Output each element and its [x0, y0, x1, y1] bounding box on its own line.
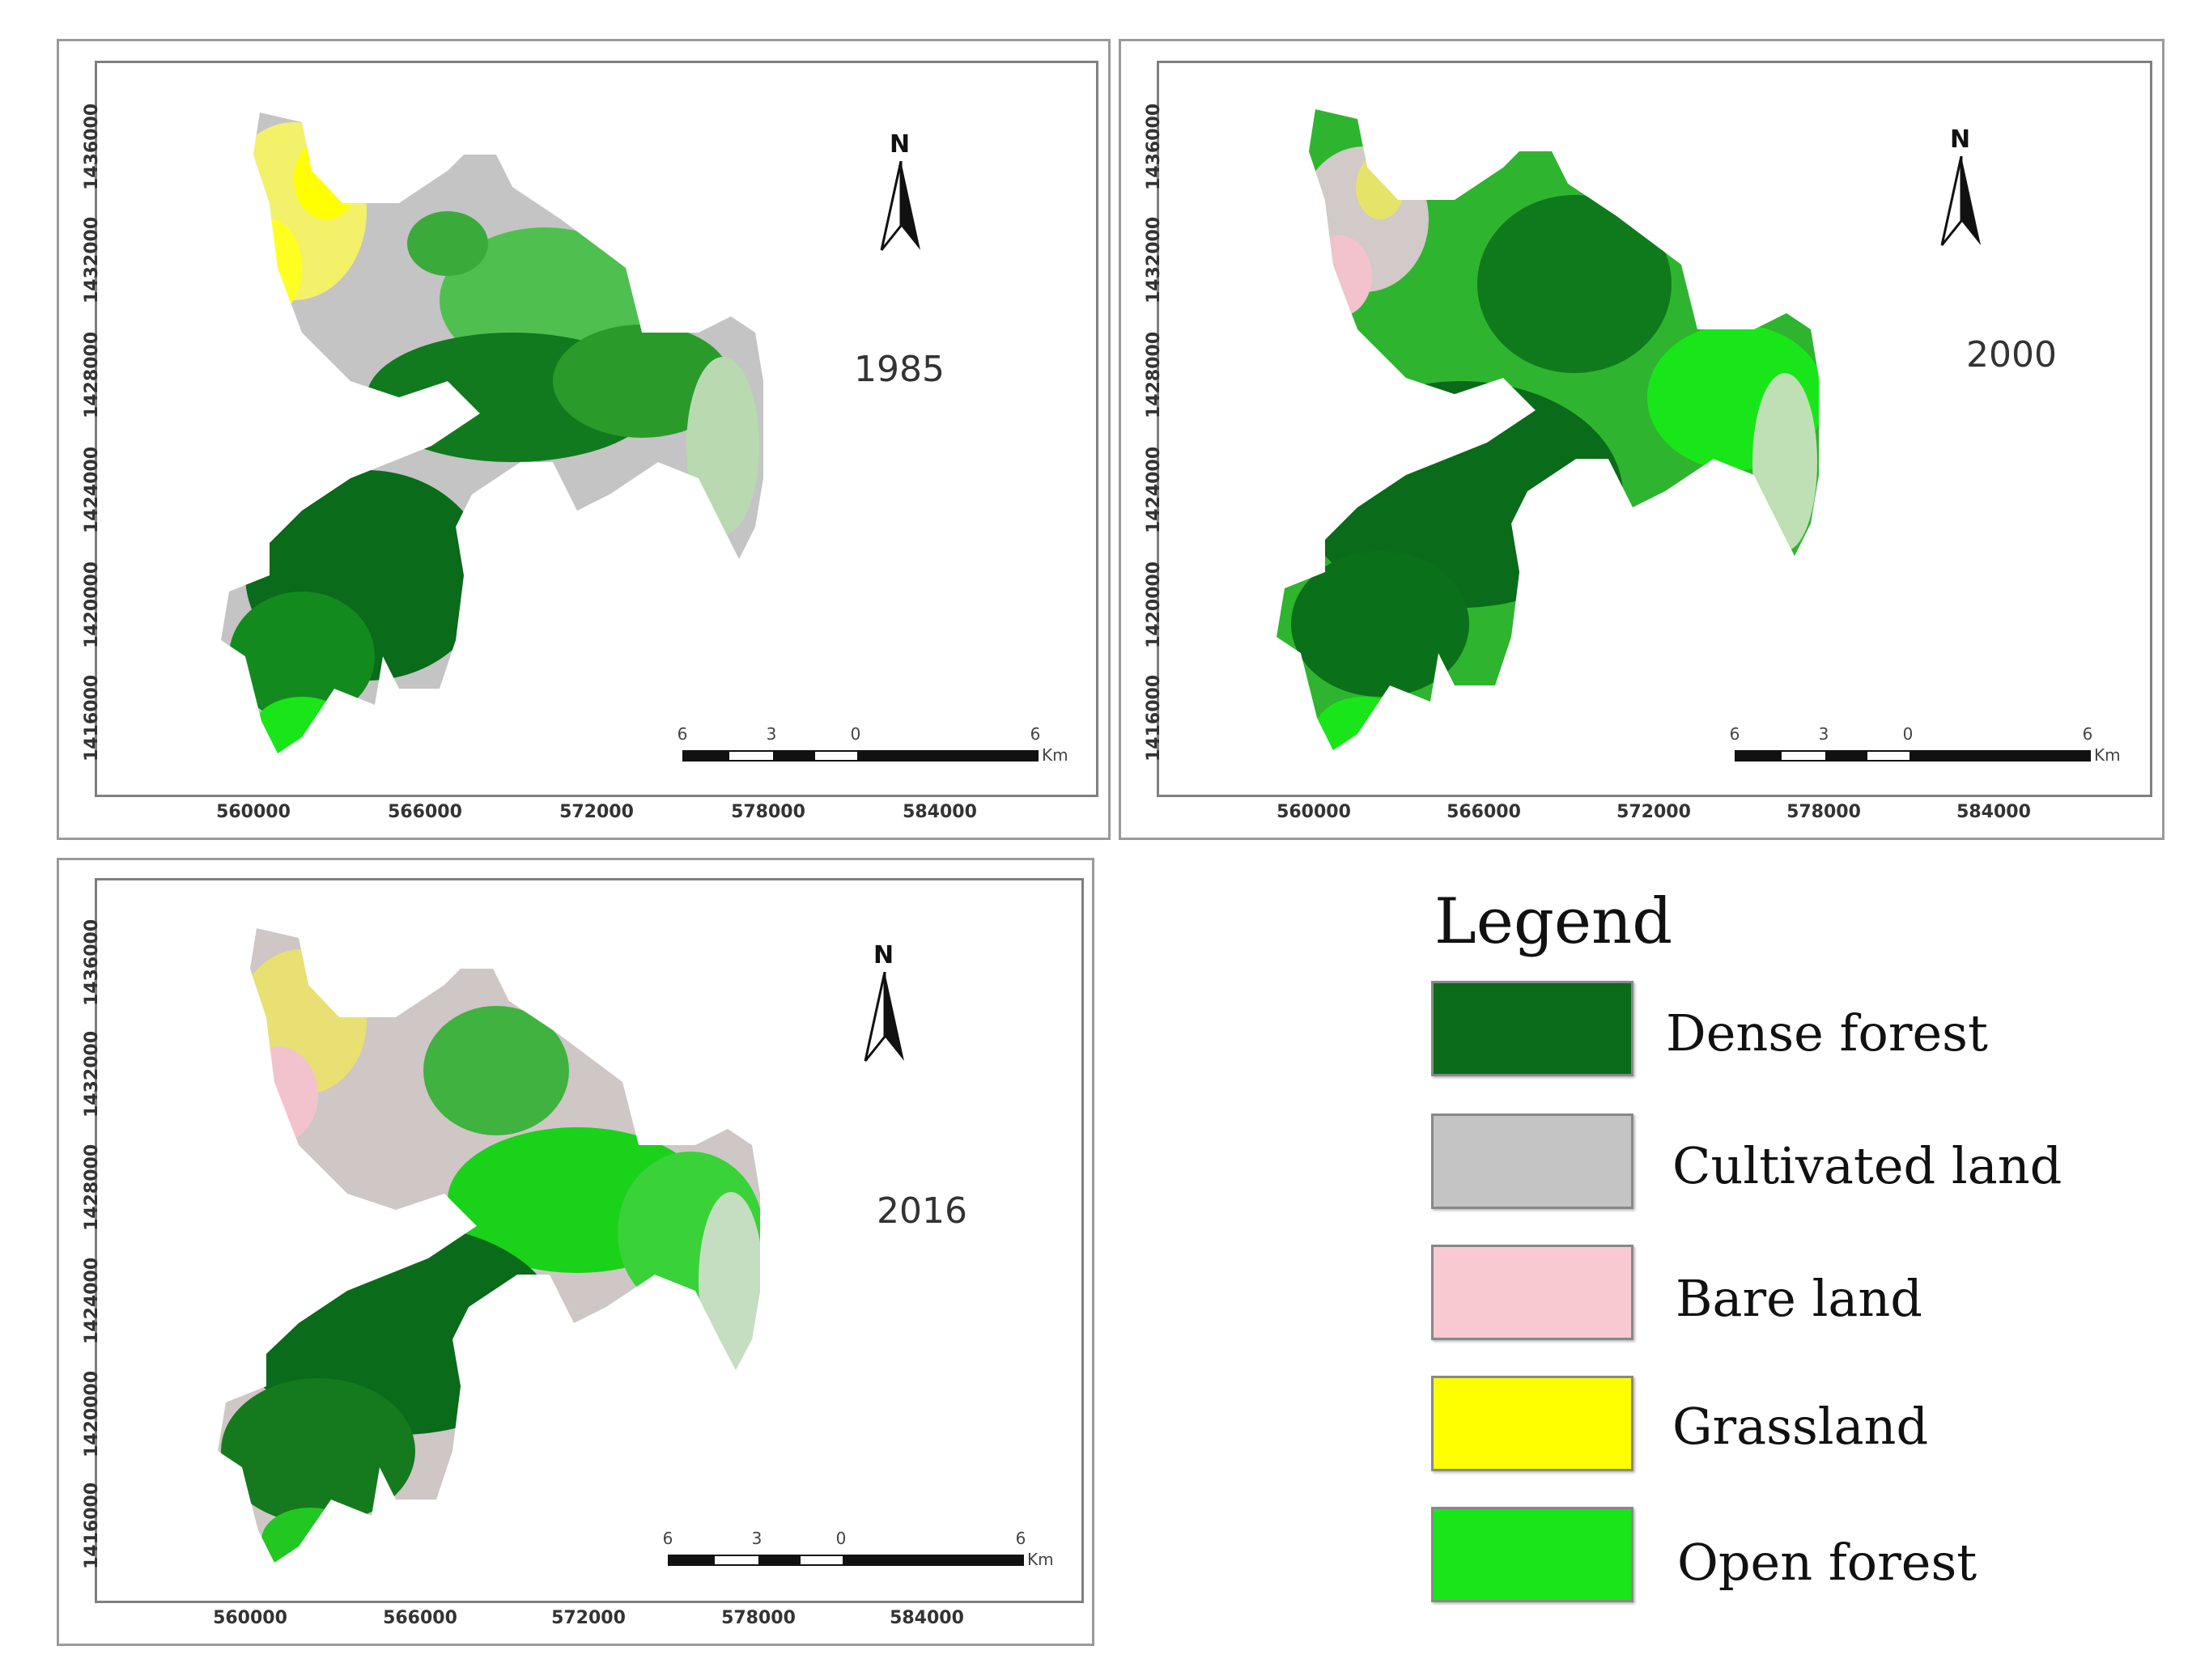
- x-tick-label: 566000: [1446, 802, 1521, 822]
- land-cover-region-1985: [221, 112, 763, 753]
- legend-swatch-cultivated-land: [1431, 1114, 1633, 1209]
- north-arrow-icon: [1940, 156, 1981, 246]
- x-tick-label: 578000: [731, 802, 805, 822]
- legend-label-dense-forest: Dense forest: [1666, 1003, 1988, 1063]
- scale-unit: Km: [2094, 745, 2121, 765]
- land-cover-region-2016: [218, 928, 760, 1563]
- north-arrow: N: [1937, 125, 1986, 255]
- scale-unit: Km: [1042, 745, 1068, 765]
- north-label: N: [890, 130, 911, 159]
- map-year-label: 2000: [1966, 334, 2057, 375]
- legend-swatch-grassland: [1431, 1376, 1633, 1471]
- scale-label: 3: [1818, 724, 1829, 744]
- scale-bar: [1735, 750, 2091, 762]
- scale-label: 0: [835, 1529, 847, 1548]
- legend-swatch-dense-forest: [1431, 981, 1633, 1076]
- map-panel-2016: 1416000 1420000 1424000 1428000 1432000 …: [57, 858, 1094, 1646]
- legend-label-bare-land: Bare land: [1676, 1269, 1922, 1328]
- north-arrow-icon: [880, 161, 920, 251]
- legend-label-grassland: Grassland: [1672, 1397, 1929, 1456]
- x-tick-label: 584000: [903, 802, 977, 822]
- x-tick-label: 560000: [213, 1608, 287, 1628]
- scale-unit: Km: [1027, 1550, 1054, 1569]
- scale-label: 6: [1015, 1529, 1026, 1548]
- map-year-label: 2016: [877, 1190, 967, 1232]
- x-tick-label: 584000: [1956, 802, 2031, 822]
- x-tick-label: 572000: [551, 1608, 626, 1628]
- scale-bar: [668, 1555, 1024, 1566]
- scale-label: 6: [1729, 724, 1740, 744]
- scale-label: 6: [662, 1529, 673, 1548]
- north-arrow: N: [860, 941, 909, 1071]
- map-year-label: 1985: [854, 349, 945, 390]
- x-tick-label: 560000: [216, 802, 291, 822]
- legend-swatch-bare-land: [1431, 1245, 1633, 1340]
- legend-label-cultivated-land: Cultivated land: [1672, 1136, 2062, 1195]
- land-cover-region-2000: [1277, 109, 1819, 750]
- legend-swatch-open-forest: [1431, 1507, 1633, 1602]
- north-label: N: [873, 941, 894, 969]
- map-panel-2000: 1416000 1420000 1424000 1428000 1432000 …: [1119, 39, 2164, 840]
- north-arrow: N: [877, 130, 925, 260]
- x-tick-label: 572000: [1616, 802, 1691, 822]
- x-tick-label: 572000: [559, 802, 634, 822]
- north-arrow-icon: [864, 972, 904, 1062]
- map-panel-1985: 1416000 1420000 1424000 1428000 1432000 …: [57, 39, 1111, 840]
- scale-label: 0: [850, 724, 861, 744]
- scale-label: 6: [1030, 724, 1041, 744]
- scale-label: 3: [751, 1529, 763, 1548]
- scale-label: 3: [766, 724, 777, 744]
- scale-bar: [682, 750, 1039, 762]
- x-tick-label: 584000: [890, 1608, 964, 1628]
- legend: Legend Dense forest Cultivated land Bare…: [1408, 874, 2137, 1618]
- x-tick-label: 578000: [1786, 802, 1861, 822]
- x-tick-label: 566000: [383, 1608, 457, 1628]
- north-label: N: [1950, 125, 1971, 154]
- legend-label-open-forest: Open forest: [1677, 1533, 1977, 1592]
- scale-label: 6: [677, 724, 688, 744]
- x-tick-label: 578000: [721, 1608, 796, 1628]
- x-tick-label: 566000: [388, 802, 462, 822]
- legend-title: Legend: [1434, 885, 1673, 958]
- scale-label: 6: [2082, 724, 2093, 744]
- scale-label: 0: [1902, 724, 1914, 744]
- x-tick-label: 560000: [1277, 802, 1351, 822]
